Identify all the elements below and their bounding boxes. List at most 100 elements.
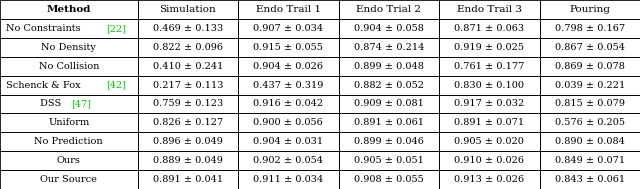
Bar [138,38,238,57]
Text: 0.900 ± 0.056: 0.900 ± 0.056 [253,118,323,127]
Bar [238,113,339,132]
Text: 0.904 ± 0.026: 0.904 ± 0.026 [253,62,323,71]
Text: 0.911 ± 0.034: 0.911 ± 0.034 [253,175,323,184]
Text: 0.761 ± 0.177: 0.761 ± 0.177 [454,62,524,71]
Text: No Prediction: No Prediction [35,137,103,146]
Text: Pouring: Pouring [569,5,611,14]
Bar [540,19,640,38]
Text: DSS: DSS [40,99,65,108]
Bar [439,38,540,57]
Bar [138,151,238,170]
Bar [238,19,339,38]
Text: [47]: [47] [72,99,92,108]
Text: 0.919 ± 0.025: 0.919 ± 0.025 [454,43,524,52]
Bar [540,113,640,132]
Text: No Collision: No Collision [38,62,99,71]
Text: 0.830 ± 0.100: 0.830 ± 0.100 [454,81,524,90]
Text: 0.904 ± 0.058: 0.904 ± 0.058 [354,24,424,33]
Text: 0.902 ± 0.054: 0.902 ± 0.054 [253,156,323,165]
Bar [339,38,439,57]
Bar [0,170,138,189]
Text: [42]: [42] [106,81,126,90]
Bar [339,170,439,189]
Bar [0,38,138,57]
Text: 0.891 ± 0.071: 0.891 ± 0.071 [454,118,524,127]
Bar [238,94,339,113]
Text: Endo Trail 3: Endo Trail 3 [457,5,522,14]
Text: [22]: [22] [106,24,126,33]
Bar [138,57,238,76]
Bar [0,113,138,132]
Text: Uniform: Uniform [48,118,90,127]
Bar [238,151,339,170]
Text: 0.869 ± 0.078: 0.869 ± 0.078 [555,62,625,71]
Text: 0.891 ± 0.061: 0.891 ± 0.061 [354,118,424,127]
Bar [540,151,640,170]
Bar [0,57,138,76]
Bar [138,19,238,38]
Bar [0,151,138,170]
Bar [540,57,640,76]
Text: 0.904 ± 0.031: 0.904 ± 0.031 [253,137,323,146]
Bar [339,19,439,38]
Text: No Constraints [22]: No Constraints [22] [20,24,118,33]
Bar [238,132,339,151]
Text: Schenck & Fox: Schenck & Fox [6,81,83,90]
Text: 0.843 ± 0.061: 0.843 ± 0.061 [555,175,625,184]
Text: Our Source: Our Source [40,175,97,184]
Bar [0,19,138,38]
Text: 0.469 ± 0.133: 0.469 ± 0.133 [153,24,223,33]
Bar [439,151,540,170]
Bar [138,113,238,132]
Bar [339,0,439,19]
Bar [0,132,138,151]
Text: 0.576 ± 0.205: 0.576 ± 0.205 [555,118,625,127]
Text: 0.896 ± 0.049: 0.896 ± 0.049 [153,137,223,146]
Bar [439,0,540,19]
Bar [439,170,540,189]
Bar [540,76,640,94]
Text: 0.867 ± 0.054: 0.867 ± 0.054 [555,43,625,52]
Bar [238,57,339,76]
Bar [138,0,238,19]
Bar [540,170,640,189]
Text: 0.915 ± 0.055: 0.915 ± 0.055 [253,43,323,52]
Text: 0.882 ± 0.052: 0.882 ± 0.052 [354,81,424,90]
Text: 0.913 ± 0.026: 0.913 ± 0.026 [454,175,524,184]
Text: 0.916 ± 0.042: 0.916 ± 0.042 [253,99,323,108]
Text: 0.905 ± 0.020: 0.905 ± 0.020 [454,137,524,146]
Text: 0.909 ± 0.081: 0.909 ± 0.081 [354,99,424,108]
Text: 0.910 ± 0.026: 0.910 ± 0.026 [454,156,524,165]
Text: 0.871 ± 0.063: 0.871 ± 0.063 [454,24,524,33]
Text: 0.907 ± 0.034: 0.907 ± 0.034 [253,24,323,33]
Bar [540,132,640,151]
Text: 0.899 ± 0.048: 0.899 ± 0.048 [354,62,424,71]
Bar [238,76,339,94]
Bar [238,170,339,189]
Text: 0.822 ± 0.096: 0.822 ± 0.096 [153,43,223,52]
Text: Simulation: Simulation [159,5,216,14]
Bar [339,113,439,132]
Bar [540,38,640,57]
Bar [339,151,439,170]
Text: 0.826 ± 0.127: 0.826 ± 0.127 [153,118,223,127]
Bar [339,94,439,113]
Text: 0.217 ± 0.113: 0.217 ± 0.113 [152,81,223,90]
Text: 0.905 ± 0.051: 0.905 ± 0.051 [354,156,424,165]
Text: 0.891 ± 0.041: 0.891 ± 0.041 [153,175,223,184]
Text: 0.849 ± 0.071: 0.849 ± 0.071 [555,156,625,165]
Bar [339,76,439,94]
Bar [138,76,238,94]
Text: 0.759 ± 0.123: 0.759 ± 0.123 [153,99,223,108]
Bar [339,57,439,76]
Bar [439,113,540,132]
Text: Ours: Ours [57,156,81,165]
Text: 0.815 ± 0.079: 0.815 ± 0.079 [555,99,625,108]
Bar [0,76,138,94]
Text: No Density: No Density [42,43,96,52]
Bar [339,132,439,151]
Text: No Constraints: No Constraints [6,24,83,33]
Text: 0.890 ± 0.084: 0.890 ± 0.084 [555,137,625,146]
Bar [238,38,339,57]
Text: Endo Trail 1: Endo Trail 1 [256,5,321,14]
